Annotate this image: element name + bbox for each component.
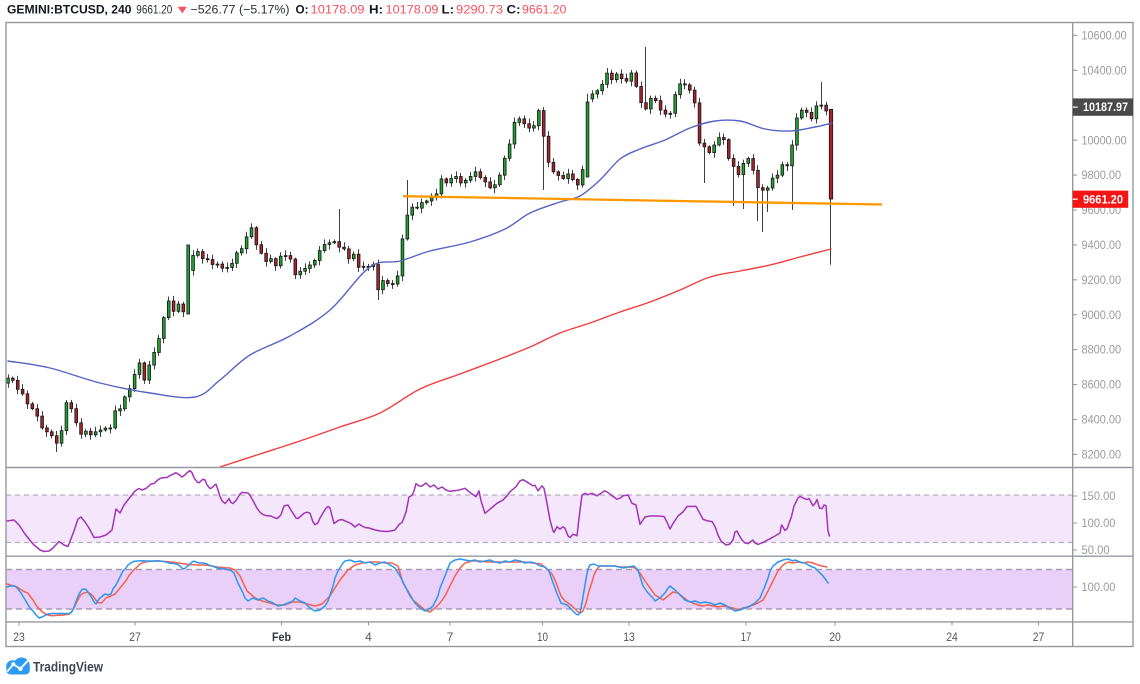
svg-text:9290.73: 9290.73 xyxy=(456,3,503,17)
svg-text:10600.00: 10600.00 xyxy=(1082,31,1127,43)
svg-text:9600.00: 9600.00 xyxy=(1082,205,1122,217)
svg-text:50.00: 50.00 xyxy=(1082,545,1110,557)
svg-text:9661.20: 9661.20 xyxy=(522,3,567,17)
svg-text:10178.09: 10178.09 xyxy=(311,3,365,17)
svg-text:100.00: 100.00 xyxy=(1082,582,1116,594)
svg-text:10000.00: 10000.00 xyxy=(1082,135,1127,147)
svg-text:27: 27 xyxy=(1033,630,1045,644)
svg-text:−526.77 (−5.17%): −526.77 (−5.17%) xyxy=(191,3,290,17)
svg-text:9200.00: 9200.00 xyxy=(1082,275,1122,287)
svg-text:8200.00: 8200.00 xyxy=(1082,450,1122,462)
svg-text:9000.00: 9000.00 xyxy=(1082,310,1122,322)
svg-text:23: 23 xyxy=(13,630,25,644)
svg-text:9661.20: 9661.20 xyxy=(136,3,172,17)
svg-text:10400.00: 10400.00 xyxy=(1082,65,1127,77)
svg-text:13: 13 xyxy=(623,630,635,644)
svg-text:10: 10 xyxy=(537,630,548,644)
svg-text:7: 7 xyxy=(447,630,454,644)
svg-text:100.00: 100.00 xyxy=(1082,518,1116,530)
svg-text:20: 20 xyxy=(829,630,841,644)
svg-text:8600.00: 8600.00 xyxy=(1082,380,1122,392)
svg-text:9800.00: 9800.00 xyxy=(1082,170,1122,182)
svg-text:9400.00: 9400.00 xyxy=(1082,240,1122,252)
svg-text:150.00: 150.00 xyxy=(1082,491,1116,503)
svg-text:27: 27 xyxy=(129,630,141,644)
svg-text:10187.97: 10187.97 xyxy=(1083,102,1128,114)
svg-text:17: 17 xyxy=(741,630,752,644)
svg-text:GEMINI:BTCUSD, 240: GEMINI:BTCUSD, 240 xyxy=(7,3,132,17)
svg-text:L:: L: xyxy=(442,3,455,17)
svg-text:8400.00: 8400.00 xyxy=(1082,415,1122,427)
svg-text:8800.00: 8800.00 xyxy=(1082,345,1122,357)
svg-text:4: 4 xyxy=(365,630,372,644)
svg-text:10178.09: 10178.09 xyxy=(386,3,439,17)
svg-text:24: 24 xyxy=(946,630,958,644)
svg-text:TradingView: TradingView xyxy=(33,659,103,674)
svg-text:O:: O: xyxy=(296,3,309,17)
svg-text:Feb: Feb xyxy=(272,630,291,644)
svg-text:H:: H: xyxy=(369,3,383,17)
svg-text:C:: C: xyxy=(507,3,521,17)
svg-text:9661.20: 9661.20 xyxy=(1083,194,1123,206)
